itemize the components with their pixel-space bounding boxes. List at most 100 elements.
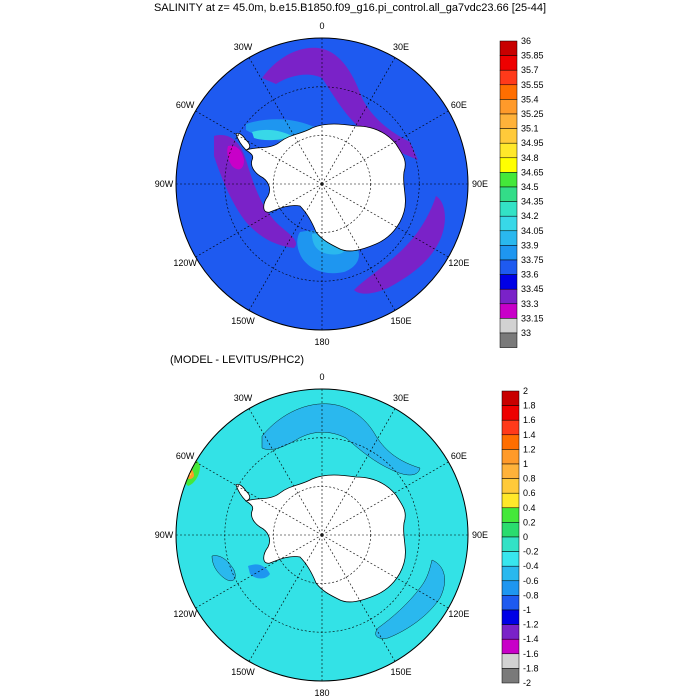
colorbar-swatch bbox=[501, 390, 520, 406]
colorbar-swatch bbox=[501, 536, 520, 552]
difference-map-border bbox=[175, 388, 469, 682]
antarctic-peninsula bbox=[235, 132, 251, 151]
colorbar-label: 35.1 bbox=[521, 124, 539, 134]
colorbar-label: 33.6 bbox=[521, 270, 539, 280]
colorbar-label: 33.3 bbox=[521, 299, 539, 309]
meridian-line bbox=[321, 534, 449, 609]
longitude-label: 150W bbox=[231, 316, 255, 326]
colorbar-swatch bbox=[501, 638, 520, 655]
colorbar-swatch bbox=[501, 624, 520, 640]
meridian-line bbox=[248, 534, 323, 662]
colorbar-label: 33.9 bbox=[521, 240, 539, 250]
meridian-line bbox=[321, 183, 449, 258]
colorbar-swatch bbox=[499, 40, 518, 56]
longitude-label: 90W bbox=[155, 530, 174, 540]
colorbar-swatch bbox=[499, 128, 518, 144]
colorbar-swatch bbox=[499, 201, 518, 217]
colorbar-swatch bbox=[499, 215, 518, 232]
figure-title: SALINITY at z= 45.0m, b.e15.B1850.f09_g1… bbox=[153, 2, 547, 14]
colorbar-label: -0.6 bbox=[523, 576, 539, 586]
colorbar-label: 34.05 bbox=[521, 226, 544, 236]
longitude-label: 30E bbox=[393, 393, 409, 403]
difference-band--0.4-east bbox=[375, 559, 445, 639]
meridian-line bbox=[321, 408, 396, 536]
colorbar-label: 35.7 bbox=[521, 65, 539, 75]
colorbar-swatch bbox=[501, 419, 520, 436]
longitude-label: 150E bbox=[390, 316, 411, 326]
colorbar-swatch bbox=[501, 580, 520, 596]
colorbar-swatch bbox=[501, 463, 520, 479]
colorbar-swatch bbox=[501, 478, 520, 494]
colorbar-label: -0.2 bbox=[523, 547, 539, 557]
colorbar-swatch bbox=[501, 522, 520, 538]
meridian-line bbox=[321, 183, 396, 311]
colorbar-label: 35.85 bbox=[521, 51, 544, 61]
colorbar-label: 33.15 bbox=[521, 313, 544, 323]
colorbar-swatch bbox=[499, 172, 518, 188]
colorbar-label: 36 bbox=[521, 36, 531, 46]
longitude-label: 120W bbox=[173, 609, 197, 619]
meridian-line bbox=[195, 183, 323, 258]
meridian-line bbox=[195, 110, 323, 185]
salinity-graticule bbox=[176, 38, 468, 330]
colorbar-label: 34.35 bbox=[521, 197, 544, 207]
difference-map: 0 30E 60E 90E 120E 150E 180 150W 120W 90W 60W 30W bbox=[155, 372, 488, 698]
longitude-label: 30E bbox=[393, 42, 409, 52]
colorbar-swatch bbox=[499, 113, 518, 129]
meridian-line bbox=[195, 461, 323, 536]
colorbar-label: 34.8 bbox=[521, 153, 539, 163]
longitude-label: 180 bbox=[314, 337, 329, 347]
colorbar-label: 34.5 bbox=[521, 182, 539, 192]
colorbar-label: 35.4 bbox=[521, 94, 539, 104]
longitude-label: 90E bbox=[472, 179, 488, 189]
colorbar-label: -1 bbox=[523, 605, 531, 615]
difference-graticule bbox=[176, 389, 468, 681]
colorbar-swatch bbox=[501, 507, 520, 523]
longitude-label: 120W bbox=[173, 258, 197, 268]
colorbar-label: 34.65 bbox=[521, 167, 544, 177]
colorbar-swatch bbox=[501, 668, 520, 684]
colorbar-label: 33 bbox=[521, 328, 531, 338]
longitude-label: 150E bbox=[390, 667, 411, 677]
colorbar-swatch bbox=[499, 157, 518, 173]
meridian-line bbox=[248, 408, 323, 536]
antarctic-peninsula-bottom bbox=[235, 483, 251, 502]
meridian-line bbox=[195, 534, 323, 609]
antarctica-landmass bbox=[245, 123, 406, 252]
salinity-longitude-labels: 0 30E 60E 90E 120E 150E 180 150W 120W 90W 60W 30W bbox=[155, 21, 488, 347]
colorbar-label: -1.4 bbox=[523, 634, 539, 644]
longitude-label: 60E bbox=[451, 451, 467, 461]
salinity-band-34.2 bbox=[252, 129, 292, 141]
colorbar-label: 0.8 bbox=[523, 474, 536, 484]
longitude-label: 120E bbox=[448, 258, 469, 268]
colorbar-label: 1.2 bbox=[523, 444, 536, 454]
colorbar-swatch bbox=[499, 332, 518, 348]
colorbar-swatch bbox=[499, 274, 518, 290]
colorbar-swatch bbox=[499, 99, 518, 115]
meridian-line bbox=[321, 110, 449, 185]
meridian-line bbox=[321, 57, 396, 185]
colorbar-swatch bbox=[499, 142, 518, 159]
colorbar-swatch bbox=[501, 492, 520, 509]
colorbar-swatch bbox=[501, 449, 520, 465]
antarctica-landmass-bottom bbox=[245, 474, 406, 603]
longitude-label: 120E bbox=[448, 609, 469, 619]
colorbar-swatch bbox=[499, 259, 518, 275]
longitude-label: 150W bbox=[231, 667, 255, 677]
salinity-map-border bbox=[175, 37, 469, 331]
salinity-map: 0 30E 60E 90E 120E 150E 180 150W 120W 90W 60W 30W bbox=[155, 21, 488, 347]
salinity-band-33.45 bbox=[227, 145, 244, 170]
colorbar-label: -2 bbox=[523, 678, 531, 688]
colorbar-swatch bbox=[499, 230, 518, 246]
colorbar-swatch bbox=[499, 186, 518, 202]
colorbar-label: 34.95 bbox=[521, 138, 544, 148]
meridian-line bbox=[248, 57, 323, 185]
colorbar-swatch bbox=[499, 84, 518, 100]
colorbar-label: -1.8 bbox=[523, 663, 539, 673]
colorbar-swatch bbox=[501, 609, 520, 625]
difference-colorbar: 2 1.8 1.6 1.4 1.2 1 0.8 0.6 0.4 0.2 0 -0.2 -0.4 -0.6 -… bbox=[501, 386, 539, 688]
difference-longitude-labels: 0 30E 60E 90E 120E 150E 180 150W 120W 90W 60W 30W bbox=[155, 372, 488, 698]
colorbar-label: 35.55 bbox=[521, 80, 544, 90]
colorbar-label: 1 bbox=[523, 459, 528, 469]
